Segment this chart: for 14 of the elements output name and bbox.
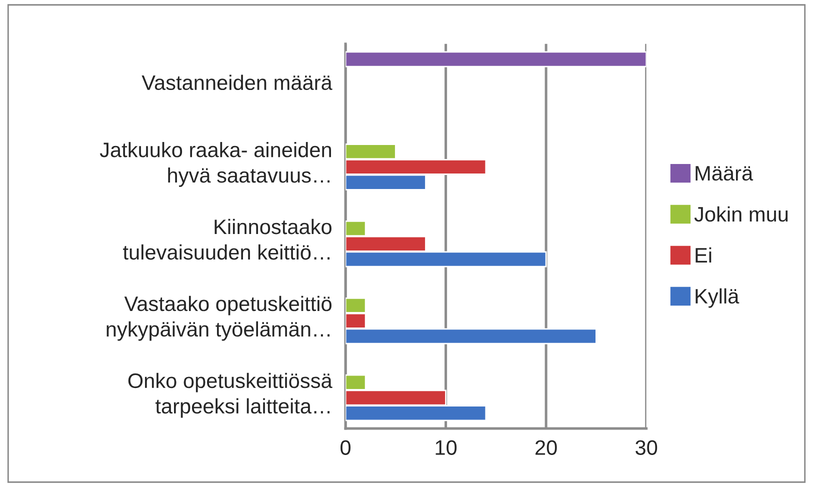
y-tick-label: Vastanneiden määrä	[142, 74, 332, 90]
bar	[346, 51, 646, 68]
y-tick-label: Kiinnostaako tulevaisuuden keittiö…	[123, 218, 332, 260]
legend-label: Määrä	[696, 166, 754, 181]
legend-label: Kyllä	[696, 288, 740, 308]
legend-label: Jokin muu	[694, 206, 788, 222]
legend-label: Ei	[696, 247, 712, 262]
x-tick-label: 10	[436, 440, 457, 455]
x-tick-label: 0	[340, 440, 351, 455]
y-tick-label: Jatkuuko raaka- aineiden hyvä saatavuus…	[100, 142, 331, 187]
y-tick-label: Vastaako opetuskeittiö nykypäivän työelämän…	[106, 296, 332, 341]
x-tick-label: 20	[536, 440, 557, 455]
x-tick-label: 30	[636, 440, 658, 455]
y-tick-label: Onko opetuskeittiössä tarpeeksi laitteita…	[128, 372, 332, 418]
